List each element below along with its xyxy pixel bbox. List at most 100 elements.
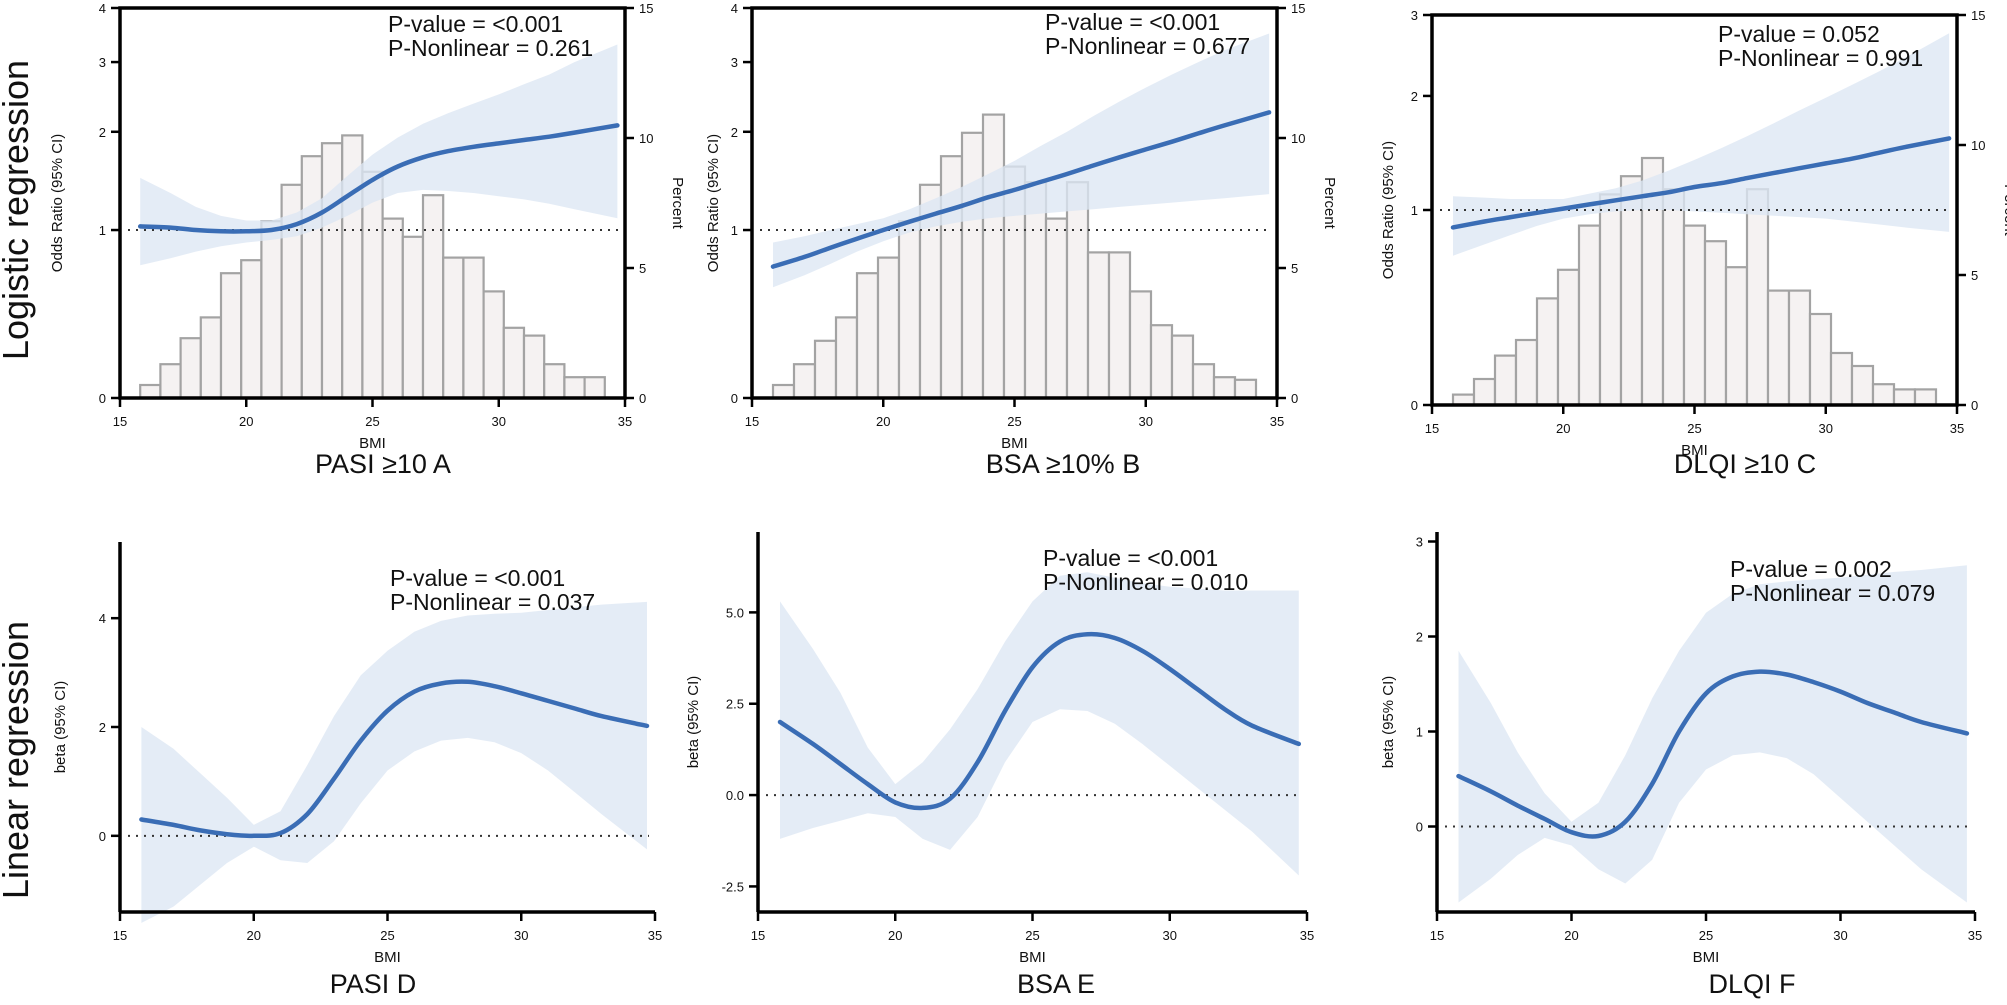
y-tick-label: 2 bbox=[99, 125, 106, 140]
histogram-bar bbox=[1661, 188, 1686, 407]
x-tick-label: 15 bbox=[751, 928, 765, 943]
ci-band bbox=[141, 601, 647, 923]
fitted-curve bbox=[1456, 669, 1970, 839]
histogram-bar bbox=[260, 220, 283, 400]
histogram-bar bbox=[179, 337, 202, 400]
histogram-bar bbox=[1598, 193, 1623, 407]
y2-axis-title: Percent bbox=[2001, 184, 2007, 237]
y2-tick-label: 5 bbox=[639, 261, 646, 276]
histogram-bar bbox=[381, 217, 404, 400]
x-tick-label: 30 bbox=[1139, 414, 1153, 429]
histogram-bar bbox=[960, 131, 985, 400]
y-tick-label: 2 bbox=[99, 720, 106, 735]
histogram-bar bbox=[855, 272, 880, 400]
x-tick-label: 15 bbox=[113, 414, 127, 429]
y2-tick-label: 15 bbox=[1291, 1, 1305, 16]
x-tick-label: 25 bbox=[1699, 928, 1713, 943]
row-labels: Logistic regression Linear regression bbox=[0, 60, 36, 899]
histogram-bar bbox=[1577, 224, 1602, 407]
y2-axis-title: Percent bbox=[669, 177, 686, 230]
histogram-bar bbox=[813, 339, 838, 400]
histogram-bar bbox=[219, 272, 243, 400]
y2-tick-label: 0 bbox=[1971, 398, 1978, 413]
y-tick-label: 1 bbox=[99, 223, 106, 238]
y-tick-label: 0 bbox=[99, 391, 106, 406]
ci-band bbox=[1458, 565, 1967, 903]
y-axis-title: beta (95% CI) bbox=[1380, 676, 1397, 769]
y-tick-label: 3 bbox=[731, 55, 738, 70]
histogram-bar bbox=[482, 290, 505, 400]
x-tick-label: 25 bbox=[1007, 414, 1021, 429]
panel-b: 15 20 25 30 35 0 1 2 3 4 0 5 10 15 Percent BMI Odds Rati… bbox=[705, 1, 1338, 479]
p-nonlinear-text: P-Nonlinear = 0.037 bbox=[390, 589, 595, 615]
y-tick-label: 1 bbox=[1416, 725, 1423, 740]
histogram-bar bbox=[792, 363, 817, 400]
p-value-text: P-value = <0.001 bbox=[1043, 545, 1218, 571]
x-tick-label: 15 bbox=[113, 928, 127, 943]
histogram-bar bbox=[320, 142, 344, 400]
histogram-bar bbox=[1913, 388, 1938, 407]
histogram-bar bbox=[300, 155, 324, 400]
y-tick-label: 5.0 bbox=[726, 605, 744, 620]
y-tick-label: 0 bbox=[1411, 398, 1418, 413]
y-tick-label: 3 bbox=[99, 55, 106, 70]
histogram-bar bbox=[159, 363, 182, 400]
y2-tick-label: 5 bbox=[1971, 268, 1978, 283]
p-value-text: P-value = 0.052 bbox=[1718, 21, 1880, 47]
y2-tick-label: 10 bbox=[1971, 138, 1985, 153]
y2-tick-label: 15 bbox=[639, 1, 653, 16]
histogram-bar bbox=[583, 376, 606, 400]
histogram-bar bbox=[1535, 297, 1560, 407]
y-tick-label: 3 bbox=[1416, 535, 1423, 550]
p-nonlinear-text: P-Nonlinear = 0.010 bbox=[1043, 569, 1248, 595]
x-axis-title: BMI bbox=[1681, 442, 1708, 459]
panel-a: 15 20 25 30 35 0 1 2 3 4 0 5 10 15 Percent BMI Odds Rati… bbox=[49, 1, 686, 479]
x-tick-label: 25 bbox=[365, 414, 379, 429]
x-tick-label: 15 bbox=[1430, 928, 1444, 943]
fitted-curve bbox=[139, 679, 650, 839]
row-label-logistic: Logistic regression bbox=[0, 60, 36, 360]
x-tick-label: 25 bbox=[1025, 928, 1039, 943]
histogram-bar bbox=[1892, 388, 1917, 407]
y-tick-label: 4 bbox=[99, 611, 106, 626]
histogram-bar bbox=[1556, 268, 1581, 407]
y-axis-title: Odds Ratio (95% CI) bbox=[705, 134, 722, 272]
histogram-bar bbox=[1212, 376, 1237, 400]
y-tick-label: 0 bbox=[99, 829, 106, 844]
p-nonlinear-text: P-Nonlinear = 0.991 bbox=[1718, 45, 1923, 71]
y2-axis-title: Percent bbox=[1321, 177, 1338, 230]
panel-caption: BSA ≥10% B bbox=[986, 449, 1140, 479]
x-tick-label: 30 bbox=[1819, 421, 1833, 436]
y-axis-title: beta (95% CI) bbox=[52, 681, 69, 774]
y-tick-label: 1 bbox=[1411, 203, 1418, 218]
x-tick-label: 35 bbox=[1270, 414, 1284, 429]
x-tick-label: 35 bbox=[1300, 928, 1314, 943]
x-tick-label: 25 bbox=[380, 928, 394, 943]
y-tick-label: 0 bbox=[731, 391, 738, 406]
y-tick-label: 3 bbox=[1411, 8, 1418, 23]
x-tick-label: 30 bbox=[492, 414, 506, 429]
y-tick-label: -2.5 bbox=[722, 879, 744, 894]
histogram-bar bbox=[1044, 217, 1069, 400]
y2-tick-label: 10 bbox=[1291, 131, 1305, 146]
p-nonlinear-text: P-Nonlinear = 0.079 bbox=[1730, 580, 1935, 606]
histogram-bar bbox=[1829, 351, 1854, 407]
histogram-bar bbox=[421, 194, 445, 400]
x-tick-label: 20 bbox=[1564, 928, 1578, 943]
histogram-bar bbox=[1233, 378, 1258, 400]
y-tick-label: 0.0 bbox=[726, 788, 744, 803]
histogram-bar bbox=[502, 326, 526, 400]
ci-band bbox=[780, 572, 1299, 876]
y-tick-label: 2 bbox=[1416, 630, 1423, 645]
y2-tick-label: 15 bbox=[1971, 8, 1985, 23]
histogram-bar bbox=[1493, 354, 1518, 407]
histogram-bar bbox=[563, 376, 586, 400]
histogram-bar bbox=[1850, 364, 1875, 407]
histogram-bar bbox=[1871, 383, 1896, 407]
panel-d: 15 20 25 30 35 0 2 4 BMI beta (95% CI) P-value = <… bbox=[52, 542, 662, 999]
row-label-linear: Linear regression bbox=[0, 621, 36, 899]
histogram-bar bbox=[1149, 324, 1174, 400]
histogram-bar bbox=[1682, 224, 1707, 407]
